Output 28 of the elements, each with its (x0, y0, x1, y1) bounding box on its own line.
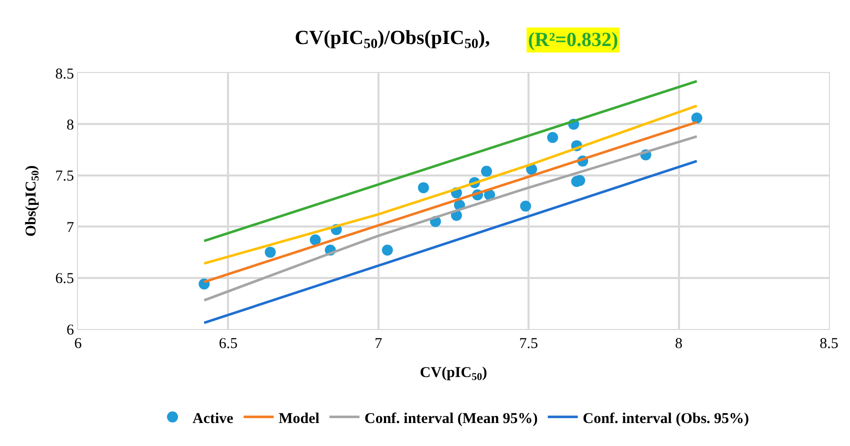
y-tick-label: 8 (66, 117, 74, 134)
line-series (202, 135, 698, 302)
y-tick-label: 7 (66, 220, 74, 236)
chart-title: CV(pIC$_{50}$)/Obs(pIC$_{50}$), (294, 27, 490, 52)
legend-label: Active (192, 410, 234, 427)
point (382, 244, 393, 256)
legend-label: Conf. interval (Mean 95%) (364, 410, 538, 427)
legend-label: Model (278, 410, 320, 427)
y-tick-label: 6 (66, 322, 74, 338)
text: (R²=0.832) (528, 29, 618, 51)
point (481, 166, 492, 177)
point (547, 132, 558, 144)
point (520, 200, 532, 212)
point (691, 112, 702, 124)
x-tick-label: 7.5 (519, 336, 538, 352)
point (310, 234, 321, 246)
legend-label: Conf. interval (Obs. 95%) (582, 410, 750, 427)
y-tick-label: 7.5 (55, 168, 74, 185)
x-axis-title: CV(pIC$_{50}$) (420, 365, 488, 384)
x-tick-label: 8 (675, 336, 683, 352)
y-tick-label: 8.5 (55, 66, 74, 82)
x-tick-label: 7 (374, 336, 383, 352)
line-series (202, 104, 698, 265)
x-tick-label: 6.5 (218, 336, 238, 352)
point (264, 246, 276, 258)
y-tick-label: 6.5 (55, 271, 74, 288)
point (418, 182, 429, 194)
x-tick-label: 8.5 (820, 336, 838, 352)
